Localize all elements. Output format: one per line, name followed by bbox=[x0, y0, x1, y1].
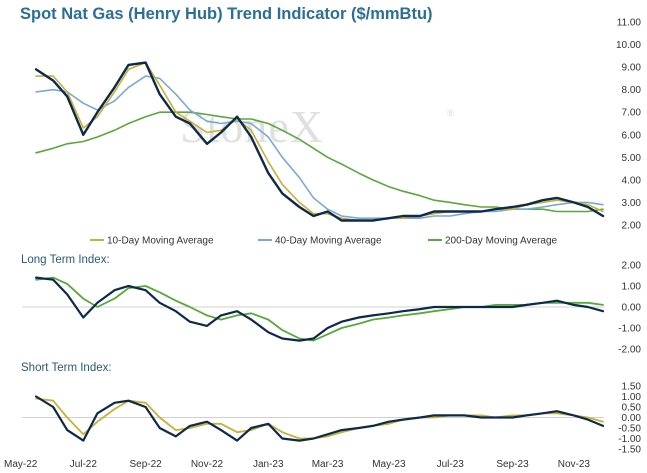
watermark-registered: ® bbox=[447, 108, 454, 118]
y-tick-label: 7.00 bbox=[622, 108, 642, 119]
y-tick-label: 5.00 bbox=[622, 153, 642, 164]
x-tick-label: May-23 bbox=[372, 459, 406, 470]
legend-label: 10-Day Moving Average bbox=[107, 236, 214, 247]
y-tick-label: 6.00 bbox=[622, 130, 642, 141]
y-tick-label: 0.00 bbox=[622, 413, 642, 424]
watermark: StoneX ® bbox=[180, 101, 454, 152]
price-panel: 11.00 10.00 9.00 8.00 7.00 6.00 5.00 4.00 3.00 2.… bbox=[34, 18, 642, 232]
x-axis: May-22 Jul-22 Sep-22 Nov-22 Jan-23 Mar-23 May-… bbox=[4, 459, 590, 470]
short-index-smooth-line bbox=[35, 397, 604, 440]
y-tick-label: 1.50 bbox=[622, 382, 642, 393]
long-term-index-label: Long Term Index: bbox=[21, 254, 110, 266]
y-tick-label: 1.00 bbox=[622, 282, 642, 293]
y-tick-label: 0.00 bbox=[622, 303, 642, 314]
x-tick-label: Sep-22 bbox=[130, 459, 163, 470]
y-tick-label: -2.00 bbox=[618, 345, 641, 356]
short-term-index-label: Short Term Index: bbox=[21, 362, 112, 374]
x-tick-label: Sep-23 bbox=[496, 459, 529, 470]
chart-title: Spot Nat Gas (Henry Hub) Trend Indicator… bbox=[20, 5, 433, 23]
y-tick-label: 9.00 bbox=[622, 63, 642, 74]
x-tick-label: May-22 bbox=[4, 459, 38, 470]
legend-label: 40-Day Moving Average bbox=[275, 236, 382, 247]
legend-ma40: 40-Day Moving Average bbox=[258, 236, 382, 247]
legend: 10-Day Moving Average 40-Day Moving Avera… bbox=[90, 236, 558, 247]
legend-label: 200-Day Moving Average bbox=[445, 236, 558, 247]
y-tick-label: 2.00 bbox=[622, 221, 642, 232]
y-tick-label: 0.50 bbox=[622, 403, 642, 414]
x-tick-label: Jul-22 bbox=[70, 459, 98, 470]
y-tick-label: -1.50 bbox=[618, 445, 641, 456]
long-term-panel: 2.00 1.00 0.00 -1.00 -2.00 bbox=[22, 261, 641, 356]
x-tick-label: Mar-23 bbox=[312, 459, 344, 470]
long-index-line bbox=[34, 276, 605, 342]
y-tick-label: -1.00 bbox=[618, 324, 641, 335]
y-tick-label: -0.50 bbox=[618, 424, 641, 435]
y-tick-label: 11.00 bbox=[617, 18, 642, 29]
x-tick-label: Nov-22 bbox=[191, 459, 224, 470]
y-tick-label: 1.00 bbox=[622, 392, 642, 403]
y-tick-label: 3.00 bbox=[622, 198, 642, 209]
y-tick-label: -1.00 bbox=[618, 434, 641, 445]
spot-price-line bbox=[34, 61, 605, 222]
legend-ma200: 200-Day Moving Average bbox=[428, 236, 558, 247]
y-tick-label: 4.00 bbox=[622, 175, 642, 186]
short-term-panel: 1.501.000.500.00-0.50-1.00-1.50 bbox=[22, 382, 641, 456]
watermark-text: StoneX bbox=[180, 101, 324, 152]
x-tick-label: Jul-23 bbox=[437, 459, 465, 470]
y-tick-label: 10.00 bbox=[616, 40, 641, 51]
x-tick-label: Jan-23 bbox=[253, 459, 284, 470]
y-tick-label: 8.00 bbox=[622, 85, 642, 96]
legend-ma10: 10-Day Moving Average bbox=[90, 236, 214, 247]
short-index-line bbox=[34, 395, 605, 442]
y-tick-label: 2.00 bbox=[622, 261, 642, 272]
x-tick-label: Nov-23 bbox=[558, 459, 591, 470]
long-index-smooth-line bbox=[35, 276, 604, 342]
